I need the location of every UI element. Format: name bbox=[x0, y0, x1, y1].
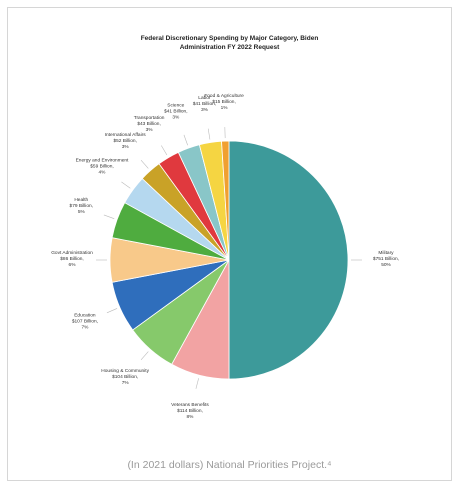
slice-label-science: Science $41 Billion, 3% bbox=[164, 102, 187, 120]
pie-slice-food-and-agriculture bbox=[221, 140, 230, 261]
leader-line-health bbox=[103, 214, 115, 219]
slice-label-education: Education $107 Billion, 7% bbox=[72, 312, 98, 330]
leader-line-education bbox=[106, 308, 118, 314]
slice-label-health: Health $79 Billion, 5% bbox=[70, 197, 93, 215]
leader-line-housing-and-community bbox=[140, 351, 149, 360]
leader-line-international-affairs bbox=[140, 160, 149, 169]
leader-line-energy-and-environment bbox=[121, 181, 131, 189]
slice-label-international-affairs: International Affairs $52 Billion, 3% bbox=[105, 132, 147, 150]
pie-slice-military bbox=[228, 140, 349, 380]
slice-label-govt-administration: Govt Administration $86 Billion, 6% bbox=[51, 250, 93, 268]
source-caption: (In 2021 dollars) National Priorities Pr… bbox=[127, 459, 332, 471]
slice-label-labor: Labor $41 Billion, 3% bbox=[193, 95, 216, 113]
slice-label-veterans-benefits: Veterans Benefits $114 Billion, 8% bbox=[171, 402, 209, 420]
slice-label-military: Military $751 Billion, 50% bbox=[373, 250, 399, 268]
slice-label-transportation: Transportation $43 Billion, 3% bbox=[134, 115, 165, 133]
leader-line-veterans-benefits bbox=[195, 378, 199, 389]
leader-line-science bbox=[183, 134, 188, 146]
slice-label-food-and-agriculture: Food & Agriculture $15 Billion, 1% bbox=[204, 93, 244, 111]
leader-line-transportation bbox=[161, 145, 168, 156]
chart-title-line-2: Administration FY 2022 Request bbox=[179, 44, 280, 51]
chart-title: Federal Discretionary Spending by Major … bbox=[0, 34, 459, 52]
chart-title-line-1: Federal Discretionary Spending by Major … bbox=[140, 35, 319, 42]
leader-line-labor bbox=[207, 128, 211, 140]
slice-label-housing-and-community: Housing & Community $104 Billion, 7% bbox=[101, 368, 149, 386]
slice-label-energy-and-environment: Energy and Environment $59 Billion, 4% bbox=[76, 158, 129, 176]
